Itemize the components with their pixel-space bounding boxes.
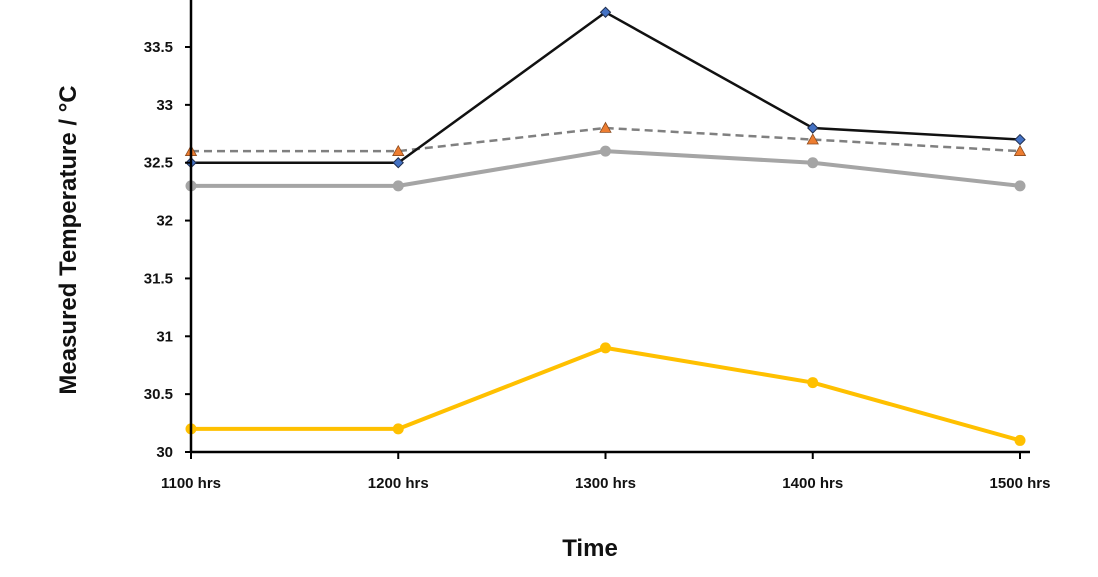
y-tick-label: 31.5	[144, 270, 173, 287]
x-tick-label: 1500 hrs	[990, 475, 1051, 492]
y-tick-label: 32.5	[144, 155, 173, 172]
series-1	[185, 6, 1026, 169]
series-1-point	[599, 6, 612, 18]
series-4-point	[1014, 434, 1026, 446]
series-3-point	[392, 180, 404, 192]
x-tick-label: 1300 hrs	[575, 475, 636, 492]
series-4-point	[807, 377, 819, 389]
series-3-point	[1014, 180, 1026, 192]
series-layer	[184, 6, 1027, 446]
series-4-point	[392, 423, 404, 435]
series-2-point	[599, 121, 612, 133]
x-tick-label: 1100 hrs	[161, 475, 221, 492]
y-tick-label: 30	[156, 444, 173, 461]
series-2-point	[1013, 144, 1027, 156]
x-axis-ticks: 1100 hrs 1200 hrs 1300 hrs 1400 hrs 1500 hrs	[161, 452, 1050, 492]
plot-area: 30 30.5 31 31.5 32 32.5 33 33.5 1100 hrs 1200 hr…	[144, 0, 1050, 492]
series-1-point	[1014, 133, 1026, 146]
series-4-point	[600, 342, 611, 354]
series-1-point	[392, 157, 404, 169]
series-3	[185, 145, 1026, 192]
y-tick-label: 33	[156, 97, 173, 114]
series-2	[184, 121, 1027, 156]
series-3-point	[600, 145, 611, 157]
y-tick-label: 31	[156, 328, 173, 345]
series-2-point	[806, 133, 819, 145]
series-4-line	[191, 345, 1021, 443]
x-axis-title: Time	[562, 535, 618, 562]
x-tick-label: 1400 hrs	[782, 475, 843, 492]
series-1-point	[807, 122, 819, 134]
x-tick-label: 1200 hrs	[368, 475, 429, 492]
series-3-point	[807, 157, 819, 169]
y-tick-label: 33.5	[144, 39, 173, 56]
series-1-line	[191, 11, 1021, 164]
series-2-point	[392, 144, 405, 156]
series-4	[185, 342, 1026, 446]
y-tick-label: 32	[156, 213, 173, 230]
series-2-line	[191, 126, 1021, 153]
y-axis-ticks: 30 30.5 31 31.5 32 32.5 33 33.5	[144, 39, 191, 461]
y-axis-title: Measured Temperature / °C	[55, 85, 82, 394]
y-tick-label: 30.5	[144, 386, 173, 403]
